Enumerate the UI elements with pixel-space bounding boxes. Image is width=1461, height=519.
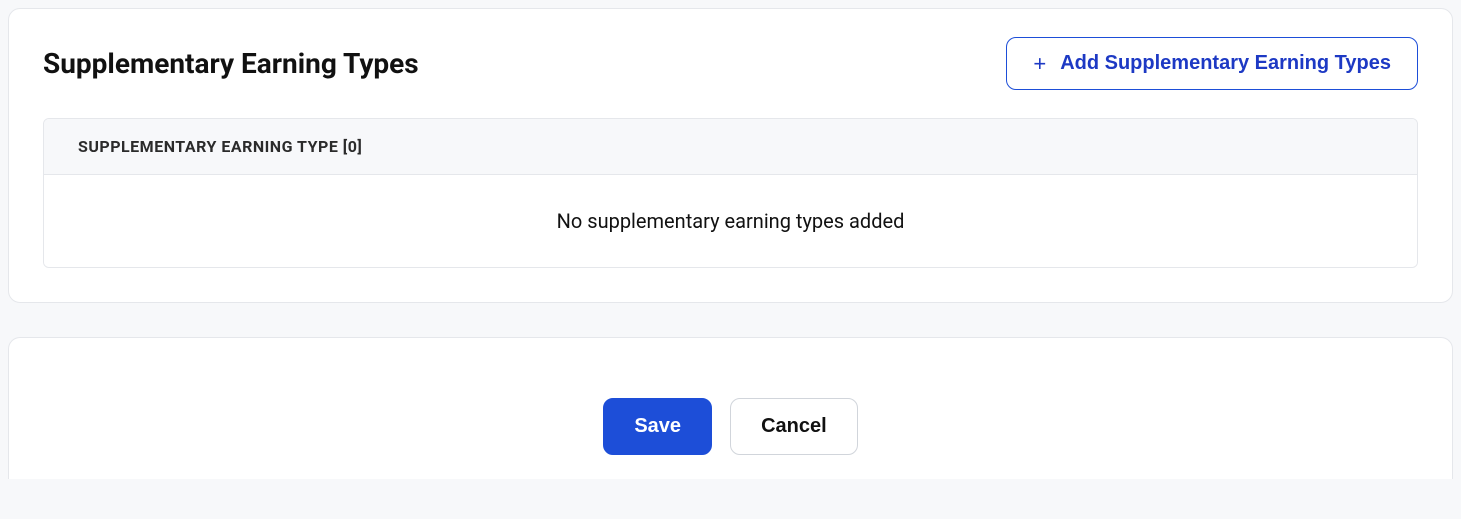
card-header: Supplementary Earning Types + Add Supple… bbox=[43, 37, 1418, 90]
plus-icon: + bbox=[1033, 53, 1046, 75]
table-empty-state: No supplementary earning types added bbox=[44, 175, 1417, 267]
add-button-label: Add Supplementary Earning Types bbox=[1060, 52, 1391, 75]
cancel-button[interactable]: Cancel bbox=[730, 398, 858, 455]
save-button[interactable]: Save bbox=[603, 398, 712, 455]
earning-types-card: Supplementary Earning Types + Add Supple… bbox=[8, 8, 1453, 303]
section-title: Supplementary Earning Types bbox=[43, 47, 419, 80]
form-actions: Save Cancel bbox=[8, 337, 1453, 479]
add-supplementary-earning-types-button[interactable]: + Add Supplementary Earning Types bbox=[1006, 37, 1418, 90]
table-column-header: SUPPLEMENTARY EARNING TYPE [0] bbox=[44, 119, 1417, 175]
earning-types-table: SUPPLEMENTARY EARNING TYPE [0] No supple… bbox=[43, 118, 1418, 268]
